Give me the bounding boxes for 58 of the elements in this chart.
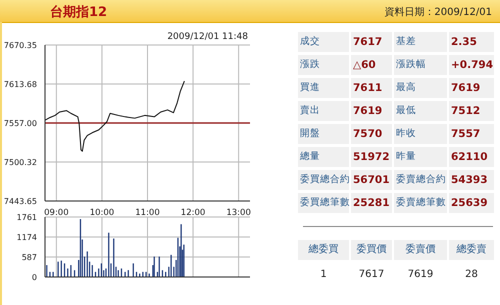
y-tick-label: 1174 [16,232,37,242]
text: 1 [319,268,328,282]
text: 漲跌幅 [394,55,447,75]
y-tick-label: 7500.32 [4,158,37,167]
text: 7512 [449,101,494,121]
text: +0.794 [449,55,494,75]
y-tick-label: 1761 [16,212,37,222]
text: 委買總筆數 [298,193,350,213]
x-tick-label: 13:00 [226,208,251,218]
text: 成交 [298,32,349,52]
text: 委買總合約 [298,170,350,190]
text: 2.35 [449,32,494,52]
text: 51972 [351,147,392,167]
y-tick-label: 587 [22,252,37,262]
text: 7619 [406,268,434,282]
text: 委賣總合約 [394,170,447,190]
text: 7619 [351,101,392,121]
y-tick-label: 7670.35 [4,40,37,50]
text: 總量 [298,147,349,167]
text: 7617 [358,268,386,282]
text: 委賣價 [394,240,447,260]
text: 最高 [394,78,447,98]
text: 基差 [394,32,447,52]
text: 56701 [351,170,392,190]
text: 昨量 [394,147,447,167]
chart-title: 台期指12 [50,4,108,21]
text: 7557 [449,124,494,144]
text: 62110 [449,147,494,167]
text: 7619 [449,78,494,98]
x-tick-label: 12:00 [180,208,206,218]
text: 委賣總筆數 [394,193,447,213]
text: 7570 [351,124,392,144]
text: 54393 [449,170,494,190]
y-tick-label: 7443.65 [4,196,37,206]
text: △60 [351,55,392,75]
x-tick-label: 11:00 [135,208,160,218]
x-tick-label: 09:00 [44,208,69,218]
text: 賣出 [298,101,349,121]
text: 28 [464,268,479,282]
text: 2009/12/01 11:48 [167,32,248,42]
x-tick-label: 10:00 [90,208,114,218]
y-tick-label: 7613.68 [4,80,37,89]
y-tick-label: 7557.00 [4,118,37,128]
text: 總委賣 [449,240,494,260]
text: 最低 [394,101,447,121]
text: 開盤 [298,124,349,144]
text: 7611 [351,78,392,98]
text: 25639 [449,193,494,213]
text: 委買價 [351,240,392,260]
text: 昨收 [394,124,447,144]
text: 資料日期：2009/12/01 [384,6,492,19]
text: 買進 [298,78,349,98]
text: 漲跌 [298,55,349,75]
text: 總委買 [298,240,349,260]
text: 7617 [351,32,392,52]
y-tick-label: 0 [32,272,37,282]
text: 25281 [351,193,392,213]
line-series [45,80,185,152]
